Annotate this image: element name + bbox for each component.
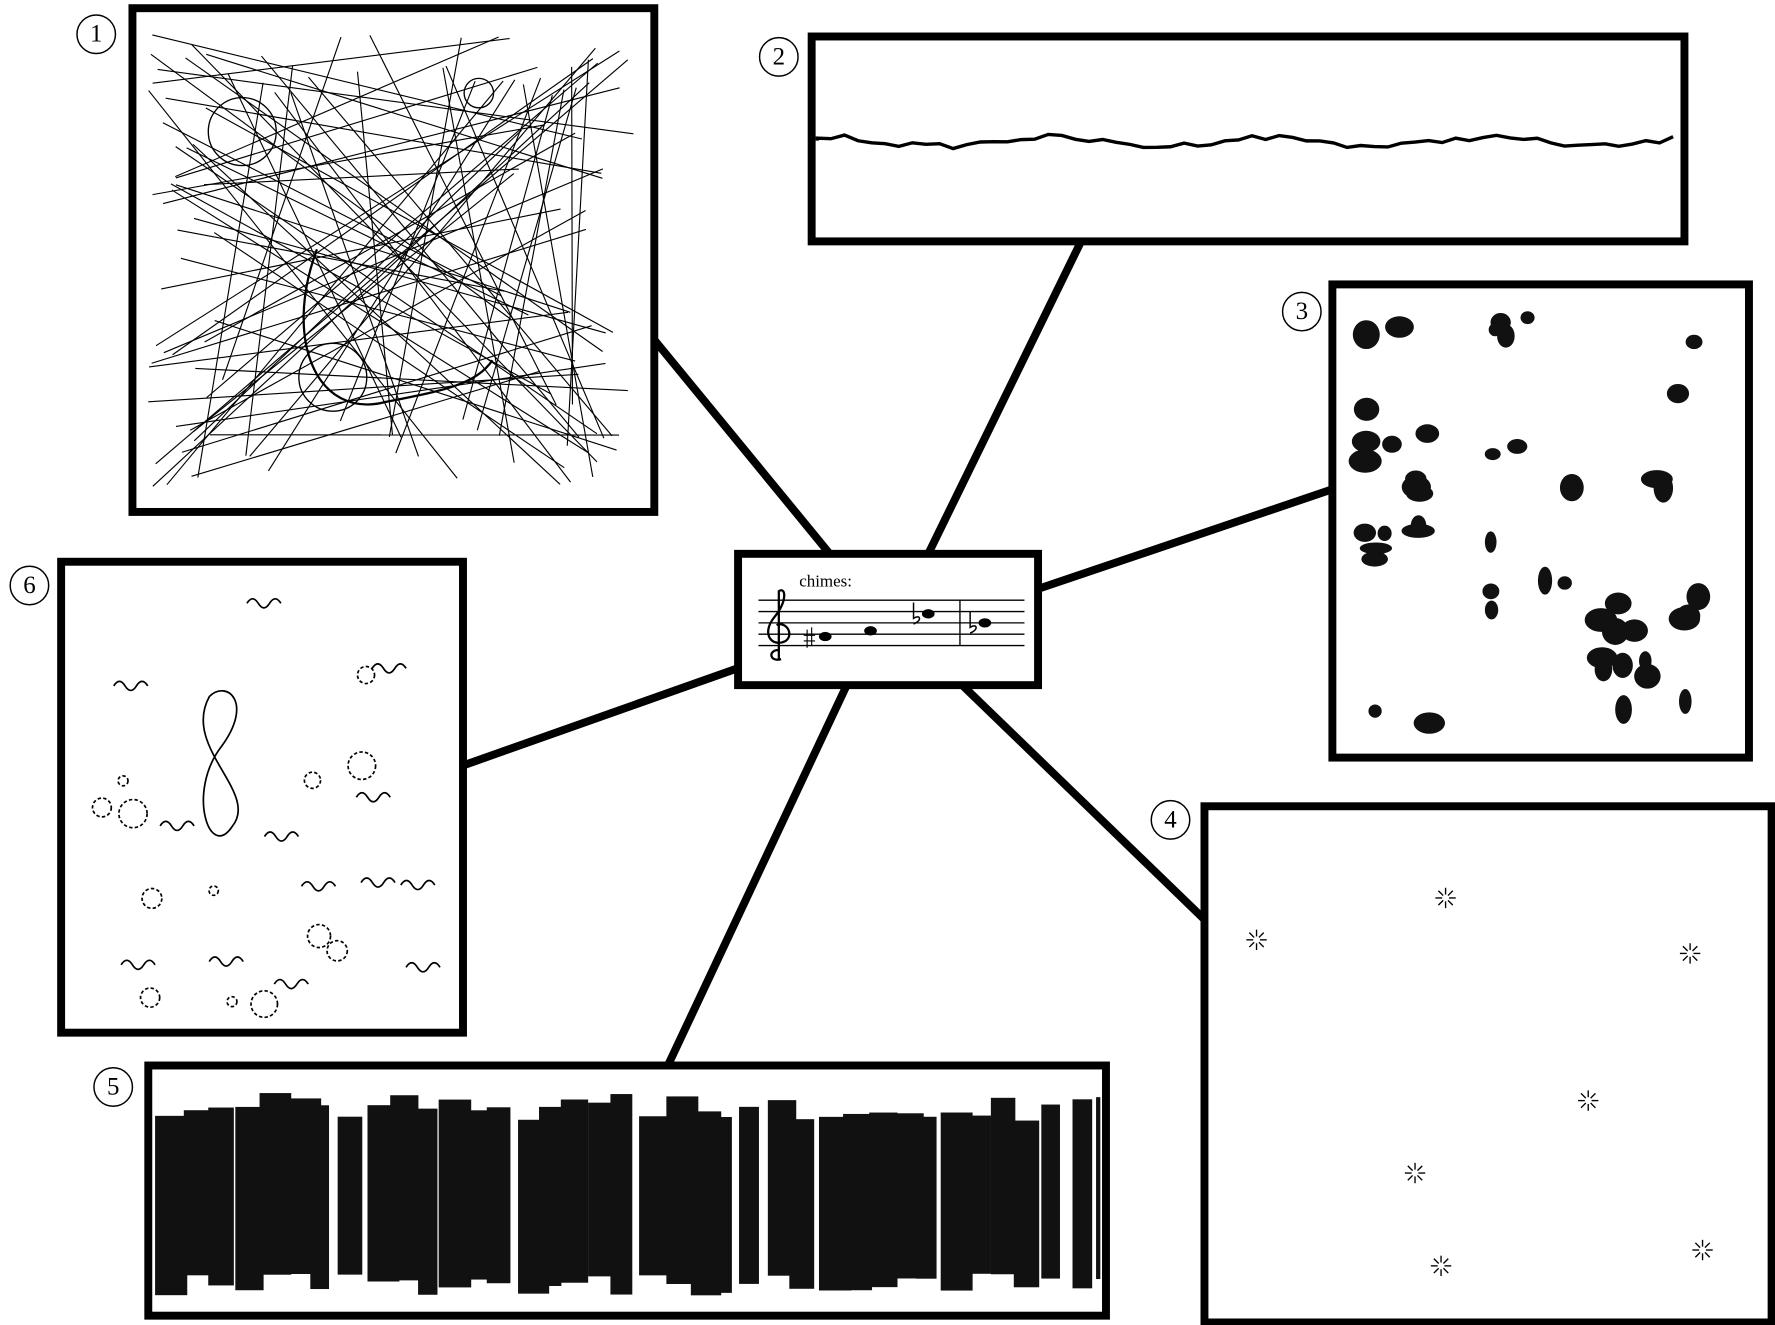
blob [1415,424,1439,443]
blob [1361,552,1388,567]
panel-number: 1 [90,21,102,48]
center-label: chimes: [799,572,852,591]
marker-stroke [843,1114,872,1290]
marker-stroke [916,1117,936,1279]
blob [1679,689,1692,714]
panel-2 [812,36,1685,241]
blob [1615,695,1632,724]
blob [1485,601,1498,620]
marker-stroke [418,1109,437,1295]
marker-stroke [639,1116,668,1275]
marker-stroke [1096,1097,1100,1279]
blob [1402,476,1431,499]
marker-stroke [539,1107,561,1286]
blob [1521,311,1535,324]
blob [1686,335,1703,349]
panel-number: 2 [773,43,785,70]
marker-stroke [208,1108,234,1286]
marker-stroke [1014,1121,1039,1288]
marker-stroke [155,1116,187,1295]
blob [1368,704,1381,717]
panel-number: 6 [23,572,35,599]
blob [1538,567,1552,595]
marker-stroke [310,1105,329,1289]
blob [1354,524,1376,542]
marker-stroke [260,1093,292,1275]
blob [1485,448,1501,460]
blob [1353,320,1380,349]
blob [1485,531,1497,552]
blob [1634,664,1660,689]
marker-stroke [561,1099,588,1282]
blob [1686,583,1710,610]
marker-stroke [962,1116,991,1274]
blob [1507,439,1527,454]
blob [1641,470,1673,488]
blob [1414,712,1445,733]
marker-stroke [1041,1105,1060,1279]
marker-stroke [739,1107,759,1284]
panel-number: 5 [107,1074,119,1101]
panel-number: 4 [1164,806,1177,833]
blob [1621,619,1648,641]
panel-number: 3 [1296,298,1308,325]
marker-stroke [487,1107,511,1283]
blob [1354,398,1379,421]
blob [1382,436,1402,453]
center-panel [738,554,1038,685]
blob [1349,449,1382,472]
marker-stroke [991,1098,1015,1274]
blob [1352,431,1381,452]
panel-4 [1204,806,1771,1322]
marker-stroke [184,1110,211,1275]
panel-6 [61,562,463,1033]
marker-stroke [712,1117,732,1293]
blob [1385,316,1414,338]
blob [1560,474,1584,501]
panel-3 [1332,284,1749,757]
blob [1558,576,1572,589]
marker-stroke [789,1119,814,1289]
blob [1612,653,1632,678]
marker-stroke [1073,1099,1093,1288]
blob [1378,526,1392,541]
scribble [572,67,573,405]
blob [1482,583,1499,599]
blob [1667,384,1689,403]
marker-stroke [235,1107,263,1290]
marker-stroke [390,1095,418,1280]
marker-stroke [338,1117,363,1275]
graphic-score: chimes: 1 2 3 4 5 6 [0,0,1775,1325]
blob [1489,323,1502,336]
blob [1585,608,1618,632]
marker-stroke [610,1094,632,1294]
blob [1411,515,1427,536]
